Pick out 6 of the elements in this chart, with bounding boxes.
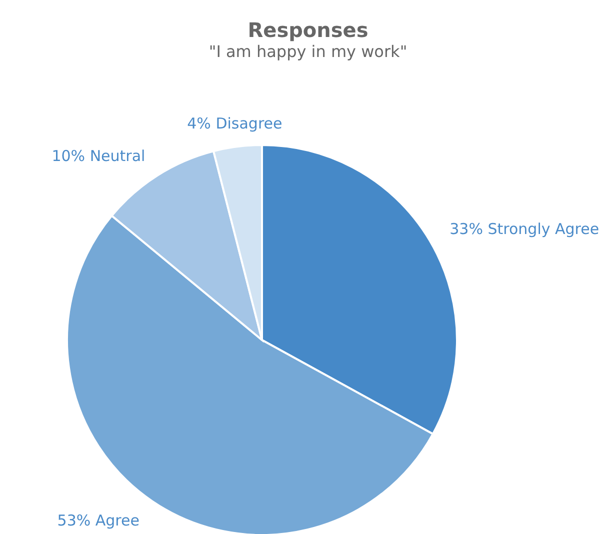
slice-label: 4% Disagree: [187, 114, 282, 133]
slice-label: 53% Agree: [57, 511, 140, 530]
slice-label: 10% Neutral: [52, 146, 146, 165]
chart-title: Responses: [248, 18, 368, 42]
slice-label: 33% Strongly Agree: [450, 220, 600, 238]
chart-subtitle: "I am happy in my work": [208, 42, 408, 61]
